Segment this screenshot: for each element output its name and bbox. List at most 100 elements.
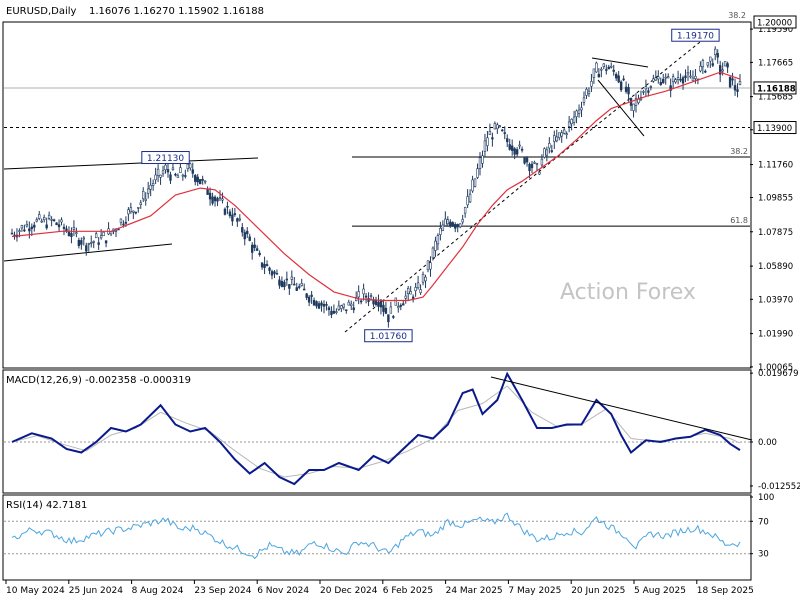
rsi-tick-label: 30 (758, 550, 769, 560)
candle-body (451, 222, 454, 227)
candle-body (325, 304, 328, 306)
candle-body (726, 63, 729, 68)
candle-body (142, 190, 145, 200)
candle-body (20, 225, 24, 229)
candle-body (345, 309, 348, 312)
candle-body (483, 140, 487, 152)
candle-body (624, 86, 628, 92)
candle-body (694, 75, 697, 79)
candle-body (352, 307, 355, 311)
candle-body (389, 306, 393, 314)
candle-body (545, 149, 549, 156)
candle-body (275, 273, 279, 275)
candle-body (124, 221, 128, 224)
axis-level-label-1.20000: 1.20000 (757, 19, 792, 29)
x-tick-label: 5 Aug 2025 (634, 586, 686, 596)
candle-body (471, 179, 474, 192)
candle-body (622, 78, 625, 81)
candle-body (580, 107, 583, 111)
price-annotation-1.19170: 1.19170 (677, 32, 714, 42)
candle-body (602, 63, 606, 68)
candle-body (97, 242, 100, 245)
candle-body (654, 77, 658, 81)
rsi-panel-frame (2, 494, 752, 581)
candle-body (582, 97, 586, 103)
candle-body (82, 237, 86, 240)
candle-body (263, 263, 266, 269)
candle-body (327, 307, 331, 311)
candle-body (669, 85, 672, 91)
candle-body (80, 240, 83, 245)
x-tick-label: 18 Sep 2025 (697, 586, 754, 596)
candle-body (550, 150, 554, 152)
candle-body (33, 224, 36, 228)
candle-body (600, 68, 603, 71)
candle-body (634, 98, 638, 106)
candle-body (610, 65, 613, 68)
candle-body (419, 289, 422, 293)
rsi-tick-label: 70 (758, 517, 769, 527)
candle-body (129, 207, 133, 213)
candle-body (201, 178, 204, 181)
candle-body (191, 169, 194, 174)
candle-body (540, 158, 544, 166)
candle-body (62, 226, 66, 229)
candle-body (684, 75, 687, 79)
candle-body (221, 198, 224, 201)
candle-body (414, 287, 417, 292)
candle-body (137, 206, 140, 209)
candle-body (25, 224, 29, 227)
candle-body (320, 302, 323, 306)
candle-body (35, 219, 38, 222)
candle-body (431, 247, 435, 259)
axis-level-box (753, 121, 797, 135)
candle-body (488, 130, 492, 135)
candle-body (270, 271, 274, 276)
candle-body (394, 297, 398, 306)
candle-body (40, 220, 43, 223)
candle-body (265, 264, 269, 267)
candle-body (716, 53, 719, 58)
candle-body (674, 79, 677, 83)
candle-body (711, 63, 714, 66)
candle-body (681, 77, 685, 84)
candle-body (228, 211, 232, 217)
candle-body (473, 178, 477, 187)
macd-tick-label: 0.019679 (758, 369, 799, 379)
candle-body (354, 297, 358, 301)
moving-average-line (11, 71, 741, 302)
candle-body (501, 129, 504, 132)
candle-body (99, 235, 103, 239)
x-tick-label: 25 Jun 2024 (69, 586, 123, 596)
candle-body (65, 228, 68, 232)
candle-body (454, 224, 457, 229)
candle-body (310, 294, 313, 297)
x-tick-label: 7 May 2025 (508, 586, 561, 596)
candle-body (340, 305, 343, 309)
macd-panel-frame (2, 369, 752, 494)
candle-body (478, 157, 482, 169)
candle-body (236, 218, 239, 222)
candle-body (714, 48, 717, 55)
candle-body (434, 240, 437, 251)
candle-body (28, 228, 31, 232)
candle-body (132, 210, 135, 213)
candle-body (444, 218, 447, 226)
candle-body (463, 207, 467, 214)
candle-body (706, 62, 710, 66)
candle-body (575, 110, 578, 117)
candle-body (295, 287, 298, 291)
candle-body (723, 61, 727, 67)
candle-body (278, 279, 281, 286)
x-tick-label: 23 Sep 2024 (194, 586, 251, 596)
candle-body (144, 198, 147, 201)
candle-body (446, 219, 450, 225)
candle-body (558, 132, 561, 138)
candle-body (411, 296, 415, 299)
candle-body (273, 271, 276, 274)
candle-body (139, 202, 142, 205)
candle-body (10, 232, 14, 235)
macd-line (11, 371, 741, 486)
candle-body (243, 232, 246, 240)
candle-body (194, 175, 197, 182)
